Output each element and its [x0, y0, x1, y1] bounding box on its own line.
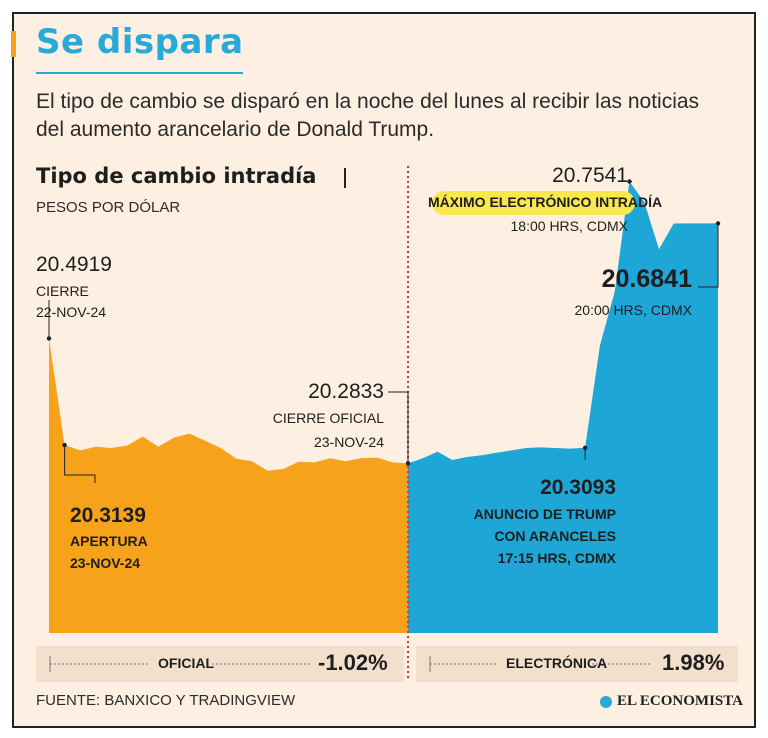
source-note: FUENTE: BANXICO Y TRADINGVIEW	[36, 692, 296, 709]
page-title: Se dispara	[36, 22, 244, 62]
cierre-value: 20.2833	[308, 380, 384, 403]
marker-open	[46, 336, 52, 341]
title-underline	[36, 72, 243, 74]
max-time: 18:00 HRS, CDMX	[510, 218, 628, 234]
anuncio-value: 20.3093	[540, 476, 616, 499]
change-box-electronica	[416, 646, 738, 682]
open-date: 22-NOV-24	[36, 304, 107, 320]
open-value: 20.4919	[36, 253, 112, 276]
last-time: 20:00 HRS, CDMX	[574, 302, 692, 318]
electronica-label: ELECTRÓNICA	[506, 655, 608, 671]
oficial-label: OFICIAL	[158, 655, 214, 671]
leader-last	[698, 223, 719, 288]
last-value: 20.6841	[601, 265, 692, 293]
max-highlight-pill	[432, 191, 635, 215]
anuncio-label: ANUNCIO DE TRUMP	[473, 506, 616, 522]
chart-title-separator	[344, 168, 346, 188]
subtitle: El tipo de cambio se disparó en la noche…	[36, 90, 700, 141]
open-label: CIERRE	[36, 283, 89, 299]
cierre-label: CIERRE OFICIAL	[272, 410, 384, 426]
cierre-date: 23-NOV-24	[313, 434, 384, 450]
apertura-value: 20.3139	[70, 504, 146, 527]
marker-cierre	[405, 461, 411, 466]
anuncio-time: 17:15 HRS, CDMX	[497, 550, 616, 566]
apertura-label: APERTURA	[70, 533, 148, 549]
area-oficial	[49, 338, 408, 633]
anuncio-label-2: CON ARANCELES	[494, 528, 616, 544]
marker-apertura	[62, 442, 67, 448]
electronica-change: 1.98%	[662, 650, 725, 675]
apertura-date: 23-NOV-24	[70, 555, 141, 571]
marker-anuncio	[582, 445, 588, 451]
chart-title: Tipo de cambio intradía	[36, 164, 317, 188]
leader-cierre	[388, 391, 409, 464]
brand-icon	[600, 695, 612, 708]
chart-unit-label: PESOS POR DÓLAR	[36, 199, 181, 216]
area-electronica	[408, 181, 718, 633]
marker-last	[715, 221, 721, 226]
oficial-change: -1.02%	[318, 650, 388, 675]
brand-name: EL ECONOMISTA	[617, 693, 743, 709]
brand-logo: EL ECONOMISTA	[600, 693, 743, 710]
leader-apertura	[64, 445, 96, 484]
marker-max	[627, 179, 632, 184]
title-accent-bar	[11, 31, 16, 57]
max-label: MÁXIMO ELECTRÓNICO INTRADÍA	[428, 194, 663, 210]
max-value: 20.7541	[552, 164, 628, 187]
